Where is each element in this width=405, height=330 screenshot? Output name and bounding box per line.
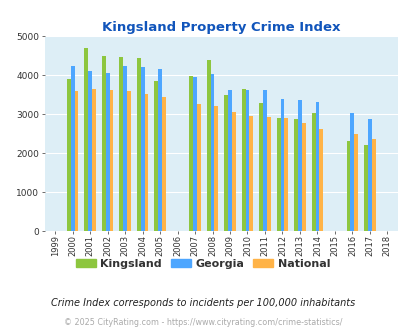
Bar (210, 74, 214, 231)
Bar (371, 139, 375, 231)
Bar (311, 114, 315, 231)
Bar (88, 71, 92, 231)
Bar (354, 134, 357, 231)
Bar (119, 56, 123, 231)
Bar (193, 77, 196, 231)
Bar (231, 112, 235, 231)
Bar (92, 89, 96, 231)
Bar (162, 97, 165, 231)
Bar (189, 76, 193, 231)
Bar (214, 106, 218, 231)
Title: Kingsland Property Crime Index: Kingsland Property Crime Index (102, 21, 340, 34)
Bar (249, 116, 253, 231)
Text: Crime Index corresponds to incidents per 100,000 inhabitants: Crime Index corresponds to incidents per… (51, 298, 354, 308)
Bar (258, 103, 262, 231)
Bar (228, 90, 231, 231)
Bar (266, 117, 270, 231)
Bar (84, 48, 88, 231)
Bar (262, 90, 266, 231)
Bar (67, 79, 70, 231)
Bar (319, 129, 322, 231)
Bar (241, 89, 245, 231)
Bar (315, 103, 319, 231)
Bar (301, 123, 305, 231)
Bar (158, 69, 162, 231)
Bar (245, 90, 249, 231)
Bar (136, 58, 140, 231)
Bar (154, 81, 158, 231)
Bar (127, 91, 130, 231)
Bar (123, 65, 127, 231)
Bar (144, 94, 148, 231)
Bar (140, 67, 144, 231)
Bar (346, 142, 350, 231)
Text: © 2025 CityRating.com - https://www.cityrating.com/crime-statistics/: © 2025 CityRating.com - https://www.city… (64, 318, 341, 327)
Bar (280, 99, 283, 231)
Legend: Kingsland, Georgia, National: Kingsland, Georgia, National (71, 254, 334, 273)
Bar (206, 60, 210, 231)
Bar (276, 118, 280, 231)
Bar (294, 119, 297, 231)
Bar (75, 91, 78, 231)
Bar (367, 119, 371, 231)
Bar (105, 73, 109, 231)
Bar (284, 118, 288, 231)
Bar (224, 95, 228, 231)
Bar (350, 114, 354, 231)
Bar (196, 105, 200, 231)
Bar (363, 145, 367, 231)
Bar (102, 56, 105, 231)
Bar (297, 100, 301, 231)
Bar (70, 65, 75, 231)
Bar (109, 90, 113, 231)
